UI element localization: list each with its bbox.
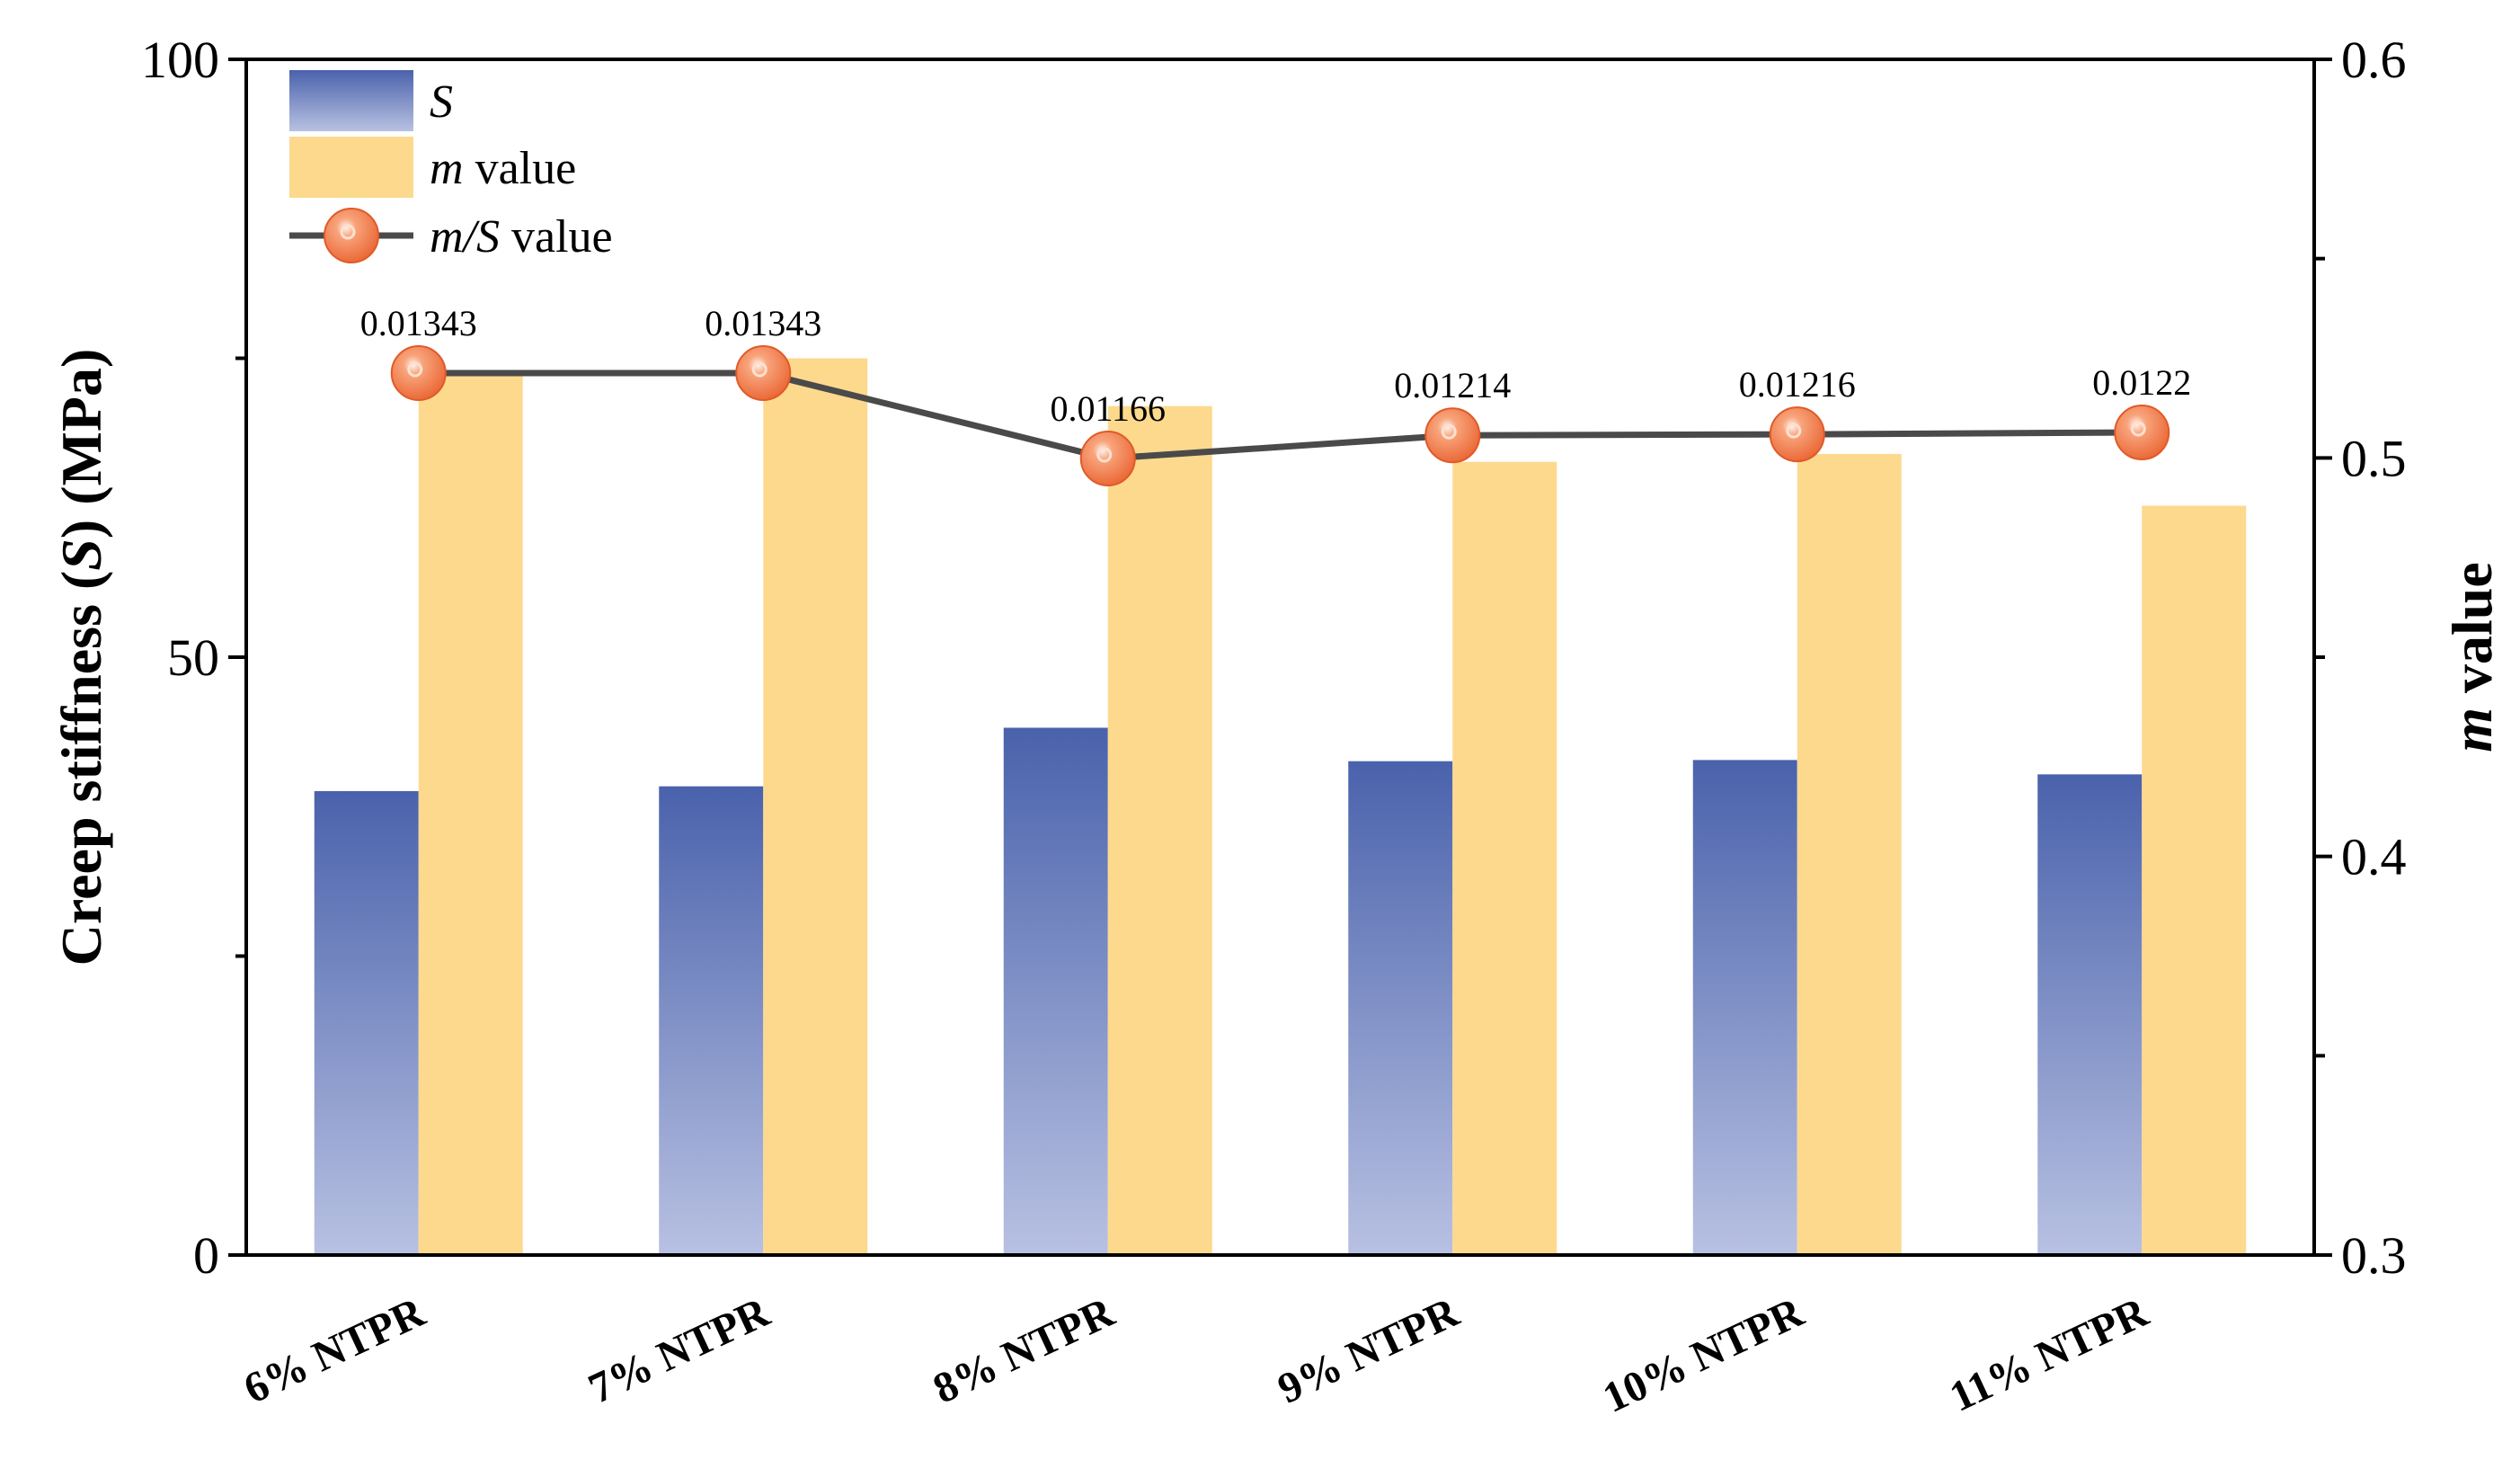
ms-data-label: 0.01343 — [360, 303, 477, 343]
category-label: 9% NTPR — [1271, 1287, 1467, 1412]
axis-titles: Creep stiffness (S) (MPa) m value — [49, 349, 2504, 966]
s-bar — [659, 786, 764, 1255]
left-tick-label: 0 — [193, 1226, 219, 1285]
category-label: 7% NTPR — [581, 1287, 777, 1412]
ms-marker-highlight — [1786, 423, 1802, 439]
m-value-bar — [763, 358, 868, 1255]
ms-data-label: 0.01343 — [705, 303, 821, 343]
s-bar — [2037, 774, 2143, 1255]
ms-data-label: 0.01216 — [1739, 364, 1856, 405]
s-bars — [314, 727, 2143, 1255]
m-value-bar — [418, 374, 523, 1255]
legend-swatch-m — [289, 137, 413, 198]
ms-marker-highlight — [751, 361, 768, 378]
right-tick-label: 0.5 — [2341, 429, 2407, 487]
legend-label: m value — [430, 143, 576, 194]
ms-marker-highlight — [1441, 423, 1457, 440]
right-tick-label: 0.6 — [2341, 31, 2407, 89]
s-bar — [1003, 727, 1108, 1255]
s-bar — [1348, 761, 1453, 1255]
m-value-bar — [1797, 453, 1902, 1255]
legend-marker-highlight — [340, 224, 356, 240]
legend-label: S — [430, 76, 453, 128]
right-tick-label: 0.4 — [2341, 828, 2407, 886]
y-left-title: Creep stiffness (S) (MPa) — [49, 349, 113, 966]
legend-label: m/S value — [430, 211, 613, 263]
ms-data-label: 0.01214 — [1394, 365, 1511, 405]
legend-swatch-s — [289, 70, 413, 131]
ms-marker-highlight — [407, 361, 423, 378]
m-value-bar — [1452, 461, 1557, 1255]
y-right-title: m value — [2440, 562, 2504, 752]
legend: Sm value m/S value — [289, 70, 613, 263]
ms-line: 0.01343 0.01343 0.01166 0.01214 0.01216 0.012… — [360, 303, 2191, 486]
right-tick-label: 0.3 — [2341, 1226, 2407, 1285]
m-value-bars — [418, 358, 2247, 1255]
ms-marker-highlight — [1096, 447, 1113, 463]
ms-data-label: 0.01166 — [1050, 388, 1166, 429]
m-value-bar — [2142, 505, 2247, 1255]
category-labels: 6% NTPR 7% NTPR 8% NTPR 9% NTPR 10% NTPR 11% … — [236, 1287, 2156, 1421]
category-label: 8% NTPR — [926, 1287, 1122, 1412]
category-label: 6% NTPR — [236, 1287, 432, 1412]
category-label: 11% NTPR — [1943, 1287, 2157, 1420]
left-tick-label: 100 — [141, 31, 219, 89]
ms-line-path — [418, 369, 2143, 462]
axis-ticks: 0 50 100 0.3 0.4 0.5 0.6 — [141, 31, 2407, 1285]
category-label: 10% NTPR — [1596, 1287, 1812, 1421]
ms-data-label: 0.0122 — [2092, 362, 2191, 403]
m-value-bar — [1107, 405, 1212, 1255]
s-bar — [314, 790, 419, 1255]
s-bar — [1692, 760, 1797, 1255]
left-tick-label: 50 — [167, 628, 219, 687]
ms-marker-highlight — [2130, 421, 2146, 437]
